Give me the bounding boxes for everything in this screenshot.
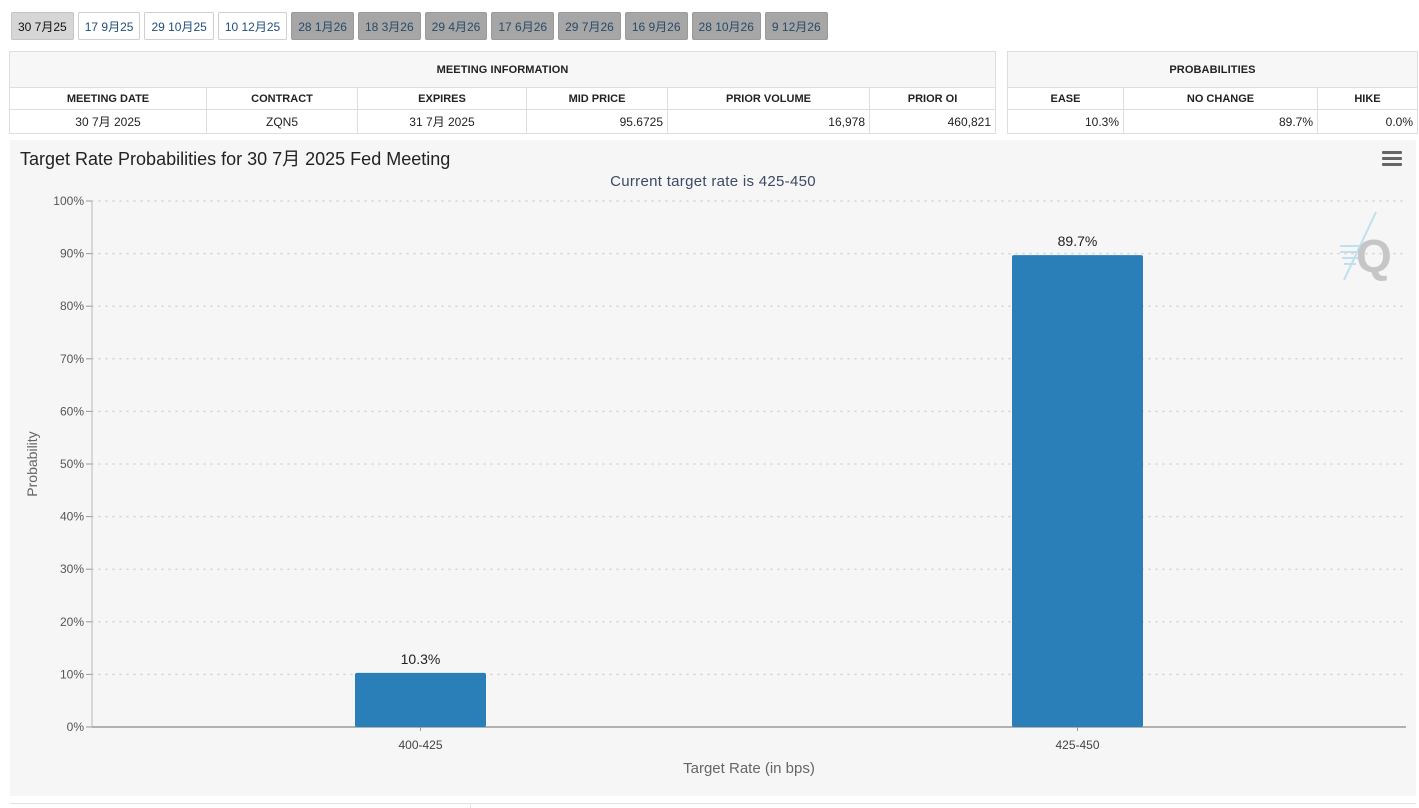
table-row: 10.3% 89.7% 0.0% <box>1007 109 1419 134</box>
bar <box>1012 255 1143 727</box>
meeting-date-value: 30 7月 2025 <box>9 109 207 134</box>
bar-chart: 0% 10% 20% 30% 40% 50% 60% 70% 80% 90% 100% 10.3% 40… <box>24 194 1407 777</box>
mid-price-value: 95.6725 <box>526 109 668 134</box>
y-tick-label: 0% <box>67 720 85 734</box>
contract-value: ZQN5 <box>206 109 358 134</box>
column-header-mid-price: MID PRICE <box>526 87 668 110</box>
tab-meeting-12[interactable]: 9 12月26 <box>764 12 828 40</box>
y-tick-label: 70% <box>60 352 84 366</box>
tab-meeting-6[interactable]: 18 3月26 <box>357 12 421 40</box>
prior-volume-value: 16,978 <box>667 109 870 134</box>
chart-panel: 0% 10% 20% 30% 40% 50% 60% 70% 80% 90% 100% 10.3% 40… <box>10 140 1416 796</box>
tab-meeting-9[interactable]: 29 7月26 <box>558 12 621 40</box>
tab-meeting-3[interactable]: 29 10月25 <box>144 12 214 40</box>
column-header-no-change: NO CHANGE <box>1123 87 1318 110</box>
data-label: 10.3% <box>401 651 441 667</box>
tab-meeting-11[interactable]: 28 10月26 <box>691 12 761 40</box>
bottom-divider <box>10 803 1416 808</box>
meeting-information-header: MEETING INFORMATION <box>8 51 997 88</box>
y-tick-label: 90% <box>60 247 84 261</box>
probabilities-table: PROBABILITIES EASE NO CHANGE HIKE 10.3% … <box>1006 51 1419 134</box>
table-row: 30 7月 2025 ZQN5 31 7月 2025 95.6725 16,97… <box>9 109 997 134</box>
column-header-contract: CONTRACT <box>206 87 358 110</box>
y-tick-label: 20% <box>60 615 84 629</box>
column-header-prior-volume: PRIOR VOLUME <box>667 87 870 110</box>
meeting-information-table: MEETING INFORMATION MEETING DATE CONTRAC… <box>8 51 997 134</box>
tab-meeting-10[interactable]: 16 9月26 <box>624 12 688 40</box>
tab-meeting-7[interactable]: 29 4月26 <box>424 12 488 40</box>
chart-title: Target Rate Probabilities for 30 7月 2025… <box>20 149 451 169</box>
probabilities-header: PROBABILITIES <box>1006 51 1419 88</box>
tab-meeting-8[interactable]: 17 6月26 <box>491 12 555 40</box>
no-change-value: 89.7% <box>1123 109 1318 134</box>
y-tick-label: 60% <box>60 404 84 418</box>
x-tick-label: 400-425 <box>398 738 442 752</box>
svg-text:Q: Q <box>1356 230 1392 282</box>
column-header-expires: EXPIRES <box>357 87 527 110</box>
expires-value: 31 7月 2025 <box>357 109 527 134</box>
tab-meeting-4[interactable]: 10 12月25 <box>217 12 288 40</box>
hamburger-menu-icon[interactable] <box>1382 151 1402 167</box>
column-header-hike: HIKE <box>1316 87 1419 110</box>
y-tick-label: 10% <box>60 667 84 681</box>
tab-meeting-5[interactable]: 28 1月26 <box>291 12 354 40</box>
y-tick-label: 30% <box>60 562 84 576</box>
bar <box>355 672 486 727</box>
y-tick-label: 100% <box>53 194 84 208</box>
y-tick-label: 80% <box>60 299 84 313</box>
x-axis-title: Target Rate (in bps) <box>683 760 815 777</box>
column-header-meeting-date: MEETING DATE <box>9 87 207 110</box>
y-axis-title: Probability <box>24 431 40 496</box>
tab-meeting-2[interactable]: 17 9月25 <box>77 12 141 40</box>
column-header-prior-oi: PRIOR OI <box>868 87 997 110</box>
column-header-ease: EASE <box>1007 87 1124 110</box>
hike-value: 0.0% <box>1316 109 1419 134</box>
tab-meeting-1[interactable]: 30 7月25 <box>11 12 74 40</box>
y-tick-label: 50% <box>60 457 84 471</box>
meeting-date-tabs: 30 7月25 17 9月25 29 10月25 10 12月25 28 1月26 18 … <box>11 12 828 40</box>
data-label: 89.7% <box>1058 233 1098 249</box>
q-logo-icon: Q <box>1336 210 1396 290</box>
chart-subtitle: Current target rate is 425-450 <box>610 173 816 190</box>
y-tick-label: 40% <box>60 510 84 524</box>
prior-oi-value: 460,821 <box>868 109 997 134</box>
x-tick-label: 425-450 <box>1055 738 1099 752</box>
ease-value: 10.3% <box>1007 109 1124 134</box>
